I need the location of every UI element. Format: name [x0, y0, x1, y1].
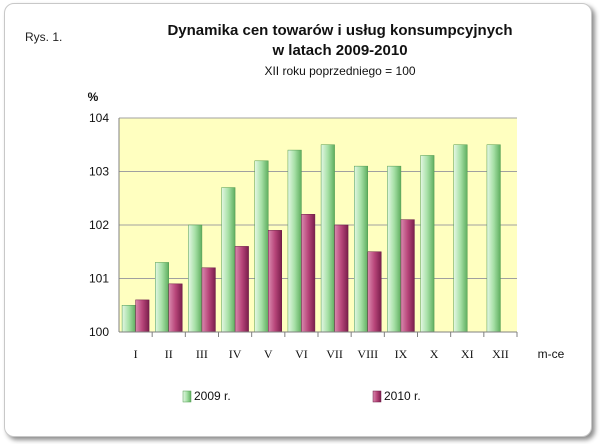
x-tick-label: XI [461, 347, 474, 361]
x-tick-label: IV [229, 347, 242, 361]
figure-frame: Rys. 1. Dynamika cen towarów i usług kon… [4, 3, 592, 437]
bar-2009-X [420, 155, 435, 333]
bar-2010-VII [334, 224, 349, 333]
bar-2009-IX [387, 165, 402, 333]
bar-2010-III [201, 267, 216, 333]
bar-2009-XII [486, 144, 501, 333]
x-tick-label: VII [326, 347, 343, 361]
bar-2010-IX [400, 219, 415, 333]
bar-2009-II [155, 262, 169, 333]
x-tick-label: V [264, 347, 273, 361]
legend-label-2009: 2009 r. [194, 389, 231, 403]
y-tick-label: 104 [89, 111, 109, 125]
x-tick-label: VI [295, 347, 308, 361]
legend-label-2010: 2010 r. [384, 389, 421, 403]
chart-title-line2: w latach 2009-2010 [272, 42, 408, 59]
x-tick-label: III [196, 347, 208, 361]
bar-2009-VIII [354, 165, 368, 333]
y-tick-label: 101 [89, 272, 109, 286]
x-tick-label: XII [492, 347, 509, 361]
chart-subtitle: XII roku poprzedniego = 100 [264, 64, 416, 78]
bar-2009-V [254, 160, 269, 333]
bar-2009-VII [320, 144, 335, 333]
bar-2009-VI [287, 149, 302, 333]
bar-2009-III [188, 224, 203, 333]
x-tick-label: I [134, 347, 138, 361]
bar-2010-V [268, 230, 282, 333]
y-tick-label: 100 [89, 325, 109, 339]
legend-swatch-2010 [372, 390, 382, 403]
y-axis-label: % [88, 90, 99, 104]
bar-2010-VI [301, 214, 316, 333]
chart-title: Dynamika cen towarów i usług konsumpcyjn… [167, 22, 513, 39]
legend-swatch-2009 [182, 390, 192, 403]
bar-2009-IV [221, 187, 236, 333]
x-axis-label: m-ce [538, 347, 565, 361]
bar-2010-IV [234, 246, 249, 333]
bar-2010-II [168, 283, 183, 333]
y-tick-label: 102 [89, 218, 109, 232]
x-tick-label: II [165, 347, 173, 361]
x-tick-label: IX [395, 347, 408, 361]
x-tick-label: VIII [357, 347, 378, 361]
bar-2010-VIII [367, 251, 382, 333]
y-tick-label: 103 [89, 165, 109, 179]
bar-2009-I [121, 305, 136, 333]
bar-2009-XI [453, 144, 468, 333]
x-tick-label: X [430, 347, 439, 361]
figure-label: Rys. 1. [25, 30, 63, 44]
bar-2010-I [135, 299, 150, 333]
